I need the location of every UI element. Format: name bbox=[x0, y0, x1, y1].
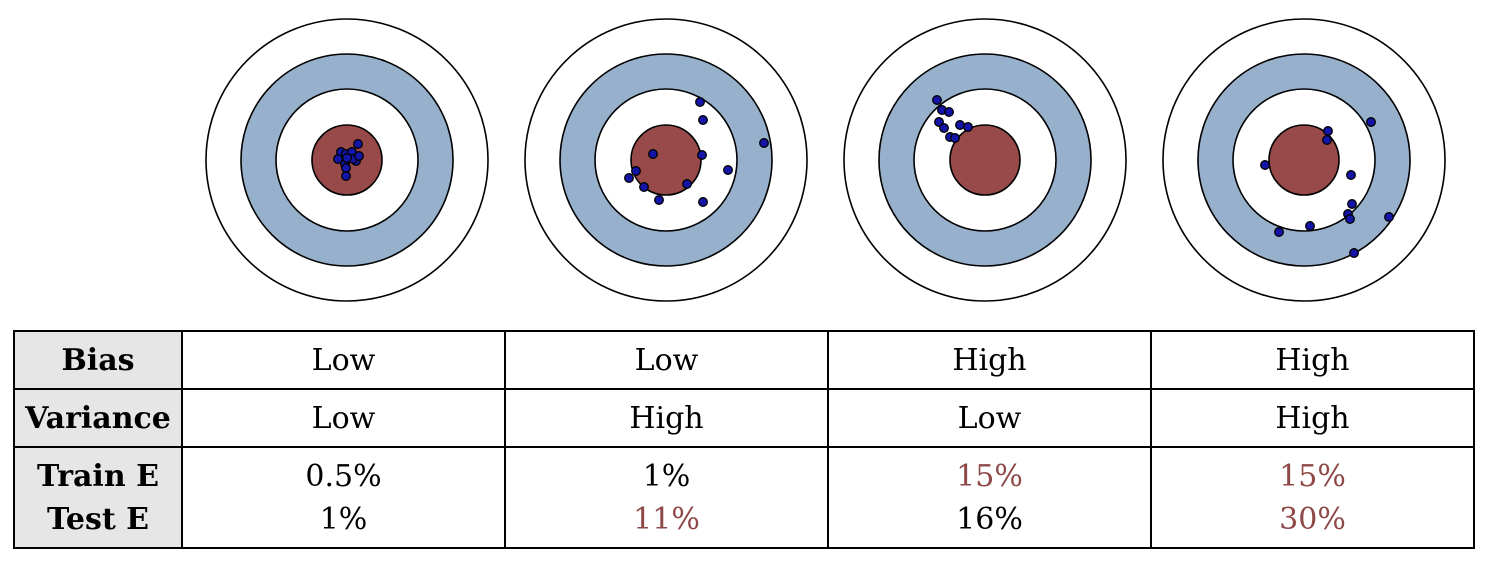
variance-row: Variance Low High Low High bbox=[13, 388, 1475, 448]
shot-point bbox=[1274, 227, 1284, 237]
shot-point bbox=[1322, 135, 1332, 145]
target-low-bias-high-variance bbox=[524, 18, 808, 302]
shot-point bbox=[631, 166, 641, 176]
variance-cell: High bbox=[1150, 388, 1475, 448]
test-error-value: 30% bbox=[1279, 501, 1346, 537]
variance-header: Variance bbox=[13, 388, 183, 448]
shot-point bbox=[654, 195, 664, 205]
shot-point bbox=[723, 165, 733, 175]
bias-cell: High bbox=[827, 330, 1152, 390]
shot-point bbox=[624, 173, 634, 183]
test-error-value: 16% bbox=[956, 501, 1023, 537]
error-header: Train E Test E bbox=[13, 446, 183, 549]
shot-point bbox=[639, 182, 649, 192]
variance-cell: Low bbox=[181, 388, 506, 448]
train-error-value: 15% bbox=[1279, 458, 1346, 494]
shot-point bbox=[354, 151, 364, 161]
train-error-label: Train E bbox=[37, 458, 159, 494]
shot-point bbox=[1345, 214, 1355, 224]
shot-point bbox=[342, 153, 352, 163]
shot-point bbox=[695, 97, 705, 107]
shot-point bbox=[1384, 212, 1394, 222]
train-error-value: 0.5% bbox=[305, 458, 382, 494]
shot-point bbox=[955, 120, 965, 130]
shot-point bbox=[939, 123, 949, 133]
shot-point bbox=[682, 179, 692, 189]
shot-point bbox=[1366, 117, 1376, 127]
bias-cell: Low bbox=[181, 330, 506, 390]
targets-diagram bbox=[205, 18, 1446, 302]
error-cell: 15% 30% bbox=[1150, 446, 1475, 549]
shot-point bbox=[341, 171, 351, 181]
shot-point bbox=[1305, 221, 1315, 231]
shot-point bbox=[1346, 170, 1356, 180]
shot-point bbox=[963, 122, 973, 132]
bullseye bbox=[630, 124, 702, 196]
shot-point bbox=[341, 163, 351, 173]
train-error-value: 1% bbox=[642, 458, 691, 494]
bias-row: Bias Low Low High High bbox=[13, 330, 1475, 390]
shot-point bbox=[759, 138, 769, 148]
error-cell: 0.5% 1% bbox=[181, 446, 506, 549]
shot-point bbox=[697, 150, 707, 160]
shot-point bbox=[353, 139, 363, 149]
error-cell: 1% 11% bbox=[504, 446, 829, 549]
test-error-value: 11% bbox=[633, 501, 700, 537]
shot-point bbox=[1260, 160, 1270, 170]
shot-point bbox=[1349, 248, 1359, 258]
bias-header: Bias bbox=[13, 330, 183, 390]
shot-point bbox=[950, 133, 960, 143]
shot-point bbox=[932, 95, 942, 105]
bias-cell: Low bbox=[504, 330, 829, 390]
shot-point bbox=[1347, 199, 1357, 209]
shot-point bbox=[698, 115, 708, 125]
train-error-value: 15% bbox=[956, 458, 1023, 494]
error-cell: 15% 16% bbox=[827, 446, 1152, 549]
test-error-label: Test E bbox=[46, 501, 150, 537]
bullseye bbox=[1268, 124, 1340, 196]
bullseye bbox=[949, 124, 1021, 196]
test-error-value: 1% bbox=[319, 501, 368, 537]
target-low-bias-low-variance bbox=[205, 18, 489, 302]
shot-point bbox=[944, 107, 954, 117]
variance-cell: Low bbox=[827, 388, 1152, 448]
shot-point bbox=[648, 149, 658, 159]
target-high-bias-low-variance bbox=[843, 18, 1127, 302]
error-row: Train E Test E 0.5% 1% 1% 11% 15% 16% 15… bbox=[13, 446, 1475, 549]
bias-variance-table: Bias Low Low High High Variance Low High… bbox=[13, 330, 1475, 549]
target-high-bias-high-variance bbox=[1162, 18, 1446, 302]
variance-cell: High bbox=[504, 388, 829, 448]
shot-point bbox=[698, 197, 708, 207]
shot-point bbox=[1323, 126, 1333, 136]
bias-cell: High bbox=[1150, 330, 1475, 390]
